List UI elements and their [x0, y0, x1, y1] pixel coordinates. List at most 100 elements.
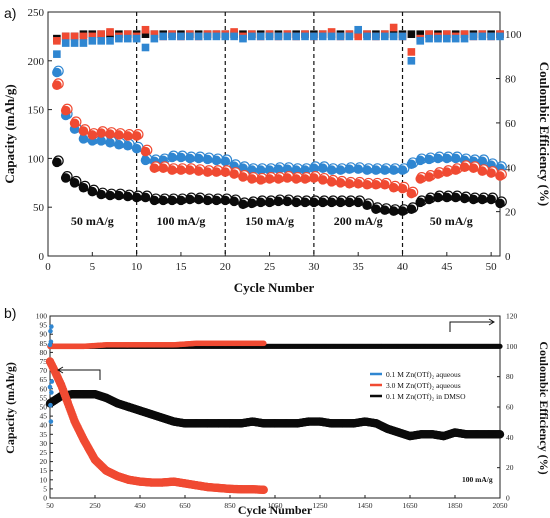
efficiency-point: [318, 32, 327, 41]
b-xtick-label: 650: [179, 501, 191, 510]
b-ytick-label: 20: [40, 457, 48, 466]
capacity-point: [238, 172, 248, 182]
b-ytick-label: 50: [40, 403, 48, 412]
capacity-point: [442, 153, 452, 164]
efficiency-point: [354, 25, 362, 34]
capacity-point: [371, 179, 381, 190]
capacity-point: [131, 131, 142, 141]
panel-b-marks: [45, 324, 505, 495]
segment-label: 150 mA/g: [245, 214, 294, 228]
capacity-point: [353, 164, 363, 174]
a-ytick-label: 150: [28, 105, 45, 117]
b-y2tick-label: 20: [506, 463, 514, 472]
capacity-point: [317, 163, 328, 173]
efficiency-point: [97, 30, 105, 38]
capacity-point: [185, 194, 195, 205]
capacity-point: [291, 197, 301, 208]
a-y2tick-label: 20: [505, 207, 517, 219]
capacity-point: [105, 190, 115, 201]
a-xtick-label: 10: [131, 261, 143, 273]
efficiency-point: [53, 37, 61, 45]
capacity-point: [468, 163, 479, 173]
capacity-point: [140, 155, 151, 166]
capacity-point: [158, 163, 169, 173]
efficiency-point: [283, 32, 292, 41]
b-ytick-label: 35: [40, 430, 48, 439]
capacity-point: [282, 173, 293, 183]
b-ytick-label: 45: [40, 412, 48, 421]
a-xtick-label: 50: [486, 261, 498, 273]
capacity-point: [78, 134, 89, 144]
efficiency-point: [61, 39, 70, 47]
capacity-point: [300, 174, 310, 184]
capacity-point: [122, 140, 133, 151]
capacity-point: [424, 154, 434, 165]
legend-label-blue: 0.1 M Zn(OTf)₂ aqueous: [386, 370, 461, 379]
capacity-point: [185, 165, 195, 175]
segment-label: 200 mA/g: [334, 214, 383, 228]
capacity-point: [379, 205, 390, 215]
efficiency-point: [460, 30, 469, 38]
efficiency-point: [336, 32, 345, 41]
capacity-point: [176, 152, 186, 163]
capacity-point: [131, 192, 142, 203]
capacity-point-01m: [47, 384, 53, 390]
capacity-point: [105, 137, 115, 148]
efficiency-point: [150, 34, 159, 43]
capacity-point-3m: [259, 485, 268, 495]
capacity-point: [468, 194, 479, 205]
b-ytick-label: 75: [40, 357, 48, 366]
efficiency-point: [398, 32, 407, 41]
capacity-point: [167, 152, 177, 163]
capacity-point: [87, 130, 98, 140]
a-xtick-label: 15: [175, 261, 187, 273]
efficiency-point-01m: [49, 324, 54, 329]
b-y2tick-label: 120: [506, 312, 518, 321]
panel-b-y2label: Coulombic Efficiency (%): [537, 341, 550, 474]
b-xtick-label: 1650: [403, 501, 418, 510]
capacity-point: [459, 193, 470, 204]
efficiency-point: [389, 32, 398, 41]
capacity-point: [335, 197, 346, 208]
b-ytick-label: 80: [40, 348, 48, 357]
capacity-point-01m: [49, 379, 55, 384]
b-ytick-label: 60: [40, 384, 48, 393]
capacity-point: [247, 174, 257, 184]
b-ytick-label: 95: [40, 321, 48, 330]
capacity-point: [69, 118, 80, 129]
efficiency-point: [354, 32, 362, 41]
efficiency-point: [425, 34, 433, 43]
efficiency-point: [487, 32, 495, 41]
b-ytick-label: 55: [40, 393, 48, 402]
efficiency-point: [79, 39, 88, 47]
efficiency-point: [123, 30, 132, 38]
a-xtick-label: 25: [264, 261, 276, 273]
capacity-point: [397, 206, 408, 216]
capacity-point: [60, 105, 71, 116]
capacity-point: [202, 195, 213, 206]
efficiency-point: [478, 32, 487, 41]
capacity-point: [362, 179, 372, 190]
segment-label: 50 mA/g: [430, 214, 473, 228]
b-ytick-label: 5: [43, 484, 47, 493]
efficiency-point: [301, 32, 309, 41]
b-ytick-label: 85: [40, 339, 48, 348]
capacity-point: [397, 183, 408, 194]
b-ytick-label: 40: [40, 421, 48, 430]
a-ytick-label: 200: [28, 56, 45, 68]
efficiency-point: [106, 37, 114, 45]
capacity-point: [238, 199, 248, 210]
efficiency-point: [380, 32, 389, 41]
a-y2tick-label: 100: [505, 29, 522, 41]
b-ytick-label: 70: [40, 366, 48, 375]
capacity-point: [406, 204, 417, 214]
capacity-point: [149, 163, 160, 173]
capacity-point: [193, 153, 204, 164]
efficiency-point: [61, 32, 70, 41]
efficiency-point: [460, 34, 469, 43]
efficiency-point: [451, 34, 460, 43]
capacity-point: [273, 174, 284, 184]
capacity-point: [96, 136, 106, 146]
capacity-point: [229, 169, 239, 179]
b-xtick-label: 450: [134, 501, 146, 510]
